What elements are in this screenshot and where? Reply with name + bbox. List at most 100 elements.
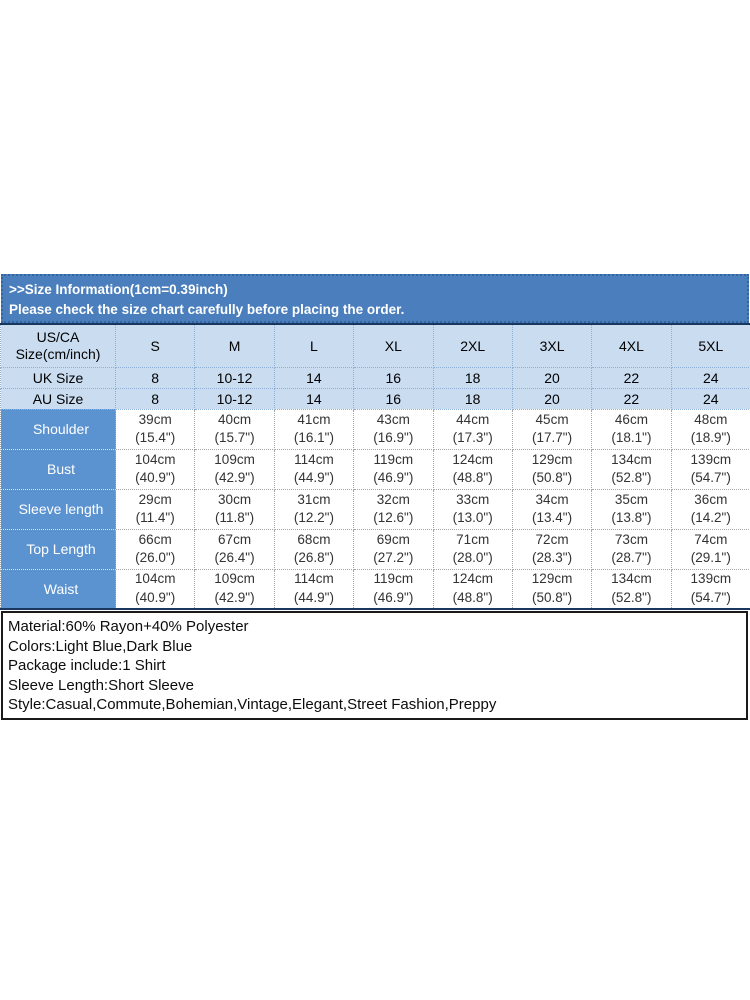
measurement-inch: (48.8"): [452, 589, 493, 605]
measurement-label: Waist: [0, 568, 116, 610]
measurement-cell: 104cm (40.9"): [114, 568, 196, 610]
measurement-inch: (11.4"): [135, 510, 175, 525]
measurement-cell: 109cm (42.9"): [194, 568, 275, 610]
measurement-cell: 139cm (54.7"): [670, 568, 750, 610]
measurement-inch: (27.2"): [373, 550, 414, 565]
measurement-label: Top Length: [0, 528, 116, 570]
measurement-cm: 40cm: [218, 411, 252, 427]
measurement-cell: 104cm (40.9"): [114, 448, 196, 490]
measurement-cm: 109cm: [214, 571, 255, 587]
measurement-inch: (16.9"): [373, 430, 414, 445]
measurement-inch: (44.9"): [293, 589, 334, 605]
measurement-cell: 46cm (18.1"): [591, 408, 672, 450]
measurement-cm: 72cm: [535, 531, 569, 547]
measurement-inch: (54.7"): [690, 470, 731, 485]
measurement-inch: (15.7"): [214, 430, 255, 445]
measurement-cell: 72cm (28.3"): [511, 528, 593, 570]
corner-cell: US/CA Size(cm/inch): [0, 323, 116, 368]
measurement-cm: 46cm: [614, 411, 648, 427]
au-size-cell: 10-12: [194, 387, 275, 410]
measurement-inch: (12.6"): [373, 510, 414, 525]
au-size-cell: 24: [670, 387, 750, 410]
measurement-cm: 119cm: [373, 571, 414, 587]
banner-subtitle: Please check the size chart carefully be…: [9, 302, 405, 317]
measurement-cell: 114cm (44.9"): [273, 448, 355, 490]
uk-size-row: UK Size 8 10-12 14 16 18 20 22 24: [0, 366, 750, 389]
measurement-cm: 31cm: [297, 491, 331, 507]
measurement-cell: 74cm (29.1"): [670, 528, 750, 570]
measurement-cell: 124cm (48.8"): [432, 448, 513, 490]
measurement-inch: (46.9"): [373, 470, 414, 485]
measurement-cm: 129cm: [531, 571, 573, 587]
measurement-inch: (13.4"): [532, 510, 573, 525]
measurement-row: Waist 104cm (40.9") 109cm (42.9") 114cm (44.9"…: [0, 568, 750, 610]
size-column-header: 2XL: [432, 323, 513, 368]
measurement-row: Sleeve length 29cm (11.4") 30cm (11.8") 31cm (…: [0, 488, 750, 530]
uk-size-cell: 8: [114, 366, 196, 389]
measurement-inch: (13.8"): [611, 510, 652, 525]
size-column-header: S: [114, 323, 196, 368]
measurement-inch: (18.9"): [690, 430, 731, 445]
au-size-cell: 22: [591, 387, 672, 410]
uk-size-cell: 18: [432, 366, 513, 389]
uk-size-cell: 24: [670, 366, 750, 389]
measurement-inch: (26.8"): [293, 550, 334, 565]
measurement-inch: (16.1"): [293, 430, 334, 445]
measurement-cm: 124cm: [452, 451, 493, 467]
header-row: US/CA Size(cm/inch) S M L XL 2XL 3XL 4XL 5XL: [0, 323, 750, 368]
uk-size-cell: 20: [511, 366, 593, 389]
measurement-cm: 68cm: [297, 531, 331, 547]
measurement-cm: 32cm: [376, 491, 410, 507]
measurement-cm: 48cm: [694, 411, 728, 427]
measurement-cell: 114cm (44.9"): [273, 568, 355, 610]
size-column-header: 4XL: [591, 323, 672, 368]
measurement-inch: (13.0"): [452, 510, 493, 525]
measurement-cell: 119cm (46.9"): [353, 448, 434, 490]
size-column-header: 5XL: [670, 323, 750, 368]
measurement-cm: 124cm: [452, 571, 493, 587]
measurement-cm: 41cm: [297, 411, 331, 427]
measurement-cm: 119cm: [373, 451, 414, 467]
au-size-label: AU Size: [0, 387, 116, 410]
measurement-cell: 30cm (11.8"): [194, 488, 275, 530]
au-size-cell: 8: [114, 387, 196, 410]
measurement-label: Sleeve length: [0, 488, 116, 530]
detail-colors: Colors:Light Blue,Dark Blue: [8, 637, 193, 655]
size-column-header: 3XL: [511, 323, 593, 368]
measurement-cm: 67cm: [218, 531, 252, 547]
measurement-cell: 29cm (11.4"): [114, 488, 196, 530]
measurement-inch: (29.1"): [690, 550, 731, 565]
measurement-cell: 134cm (52.8"): [591, 568, 672, 610]
measurement-cm: 36cm: [694, 491, 728, 507]
measurement-cm: 43cm: [376, 411, 410, 427]
measurement-row: Top Length 66cm (26.0") 67cm (26.4") 68cm (26.…: [0, 528, 750, 570]
measurement-cm: 45cm: [535, 411, 569, 427]
measurement-cm: 35cm: [614, 491, 648, 507]
measurement-cell: 68cm (26.8"): [273, 528, 355, 570]
measurement-inch: (26.0"): [135, 550, 176, 565]
measurement-cm: 129cm: [531, 451, 573, 467]
au-size-row: AU Size 8 10-12 14 16 18 20 22 24: [0, 387, 750, 410]
measurement-cell: 73cm (28.7"): [591, 528, 672, 570]
measurement-cell: 32cm (12.6"): [353, 488, 434, 530]
measurement-inch: (54.7"): [690, 589, 731, 605]
measurement-cm: 74cm: [694, 531, 728, 547]
au-size-cell: 20: [511, 387, 593, 410]
measurement-inch: (42.9"): [214, 470, 255, 485]
uk-size-cell: 14: [273, 366, 355, 389]
measurement-cm: 33cm: [456, 491, 490, 507]
measurement-cm: 39cm: [138, 411, 172, 427]
measurement-cell: 40cm (15.7"): [194, 408, 275, 450]
measurement-cell: 124cm (48.8"): [432, 568, 513, 610]
measurement-cell: 139cm (54.7"): [670, 448, 750, 490]
detail-material: Material:60% Rayon+40% Polyester: [8, 618, 249, 635]
measurement-cell: 69cm (27.2"): [353, 528, 434, 570]
detail-style: Style:Casual,Commute,Bohemian,Vintage,El…: [8, 696, 497, 714]
measurement-inch: (46.9"): [373, 589, 414, 605]
measurement-cm: 139cm: [690, 571, 732, 587]
measurement-inch: (28.3"): [532, 550, 573, 565]
measurement-cm: 109cm: [214, 451, 255, 467]
measurement-cm: 30cm: [218, 491, 252, 507]
measurement-row: Bust 104cm (40.9") 109cm (42.9") 114cm (44.9")…: [0, 448, 750, 490]
measurement-cm: 69cm: [376, 531, 410, 547]
